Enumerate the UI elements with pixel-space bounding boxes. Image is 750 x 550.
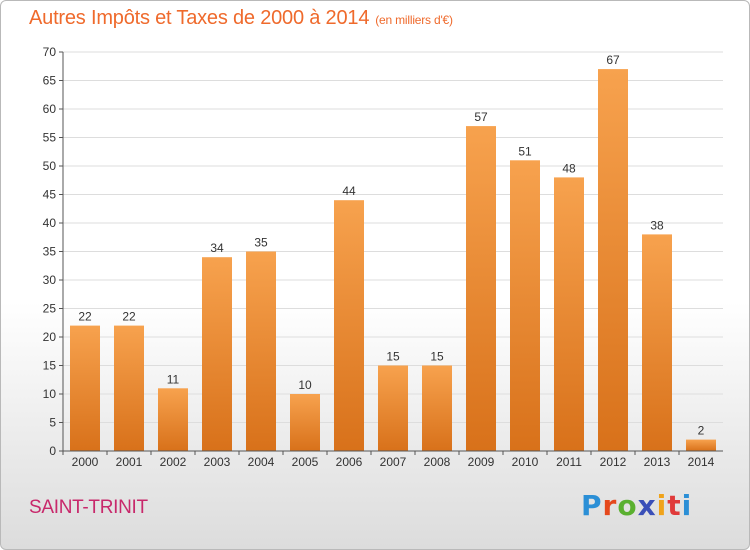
bar-2001 <box>114 325 144 451</box>
y-tick-label: 55 <box>43 131 57 145</box>
value-label-2009: 57 <box>474 110 488 124</box>
y-tick-label: 20 <box>43 330 57 344</box>
bar-2006 <box>334 200 364 451</box>
logo-letter: x <box>637 489 657 522</box>
value-label-2002: 11 <box>167 372 180 386</box>
bars-group: 22 22 11 34 35 10 44 15 15 57 51 48 67 38 2 <box>70 53 716 452</box>
bar-2003 <box>202 257 232 451</box>
x-tick-label-2008: 2008 <box>424 455 451 469</box>
x-tick-label-2000: 2000 <box>72 455 99 469</box>
bar-2000 <box>70 325 100 451</box>
value-label-2000: 22 <box>78 310 92 324</box>
bar-2013 <box>642 234 672 451</box>
y-tick-label: 60 <box>43 102 57 116</box>
y-axis: 0 5 10 15 20 25 30 35 40 45 50 55 60 65 70 <box>43 45 64 458</box>
y-tick-label: 10 <box>43 387 57 401</box>
x-tick-label-2003: 2003 <box>204 455 231 469</box>
y-tick-label: 15 <box>43 359 57 373</box>
logo-letter: o <box>617 489 638 522</box>
chart-title-text: Autres Impôts et Taxes de 2000 à 2014 <box>29 7 370 29</box>
x-tick-label-2013: 2013 <box>644 455 671 469</box>
y-tick-label: 30 <box>43 273 57 287</box>
value-label-2011: 48 <box>562 161 576 175</box>
x-tick-label-2005: 2005 <box>292 455 319 469</box>
bar-2007 <box>378 365 408 451</box>
value-label-2004: 35 <box>254 236 268 250</box>
x-tick-label-2011: 2011 <box>556 455 582 469</box>
x-tick-label-2001: 2001 <box>116 455 143 469</box>
y-tick-label: 25 <box>43 302 57 316</box>
bar-2011 <box>554 177 584 451</box>
value-label-2010: 51 <box>518 144 532 158</box>
proxiti-logo: Proxiti <box>581 489 692 522</box>
y-tick-label: 35 <box>43 245 57 259</box>
value-label-2013: 38 <box>650 218 664 232</box>
x-axis: 2000 2001 2002 2003 2004 2005 2006 2007 2008 2009… <box>62 450 723 469</box>
x-tick-label-2004: 2004 <box>248 455 275 469</box>
x-tick-label-2012: 2012 <box>600 455 627 469</box>
value-label-2003: 34 <box>210 241 224 255</box>
x-tick-label-2007: 2007 <box>380 455 407 469</box>
bar-2005 <box>290 394 320 451</box>
value-label-2008: 15 <box>430 350 444 364</box>
y-tick-label: 45 <box>43 188 57 202</box>
x-tick-label-2014: 2014 <box>688 455 715 469</box>
value-label-2012: 67 <box>606 53 620 67</box>
logo-letter: t <box>667 489 682 522</box>
value-label-2005: 10 <box>298 378 312 392</box>
y-tick-label: 5 <box>49 416 56 430</box>
x-tick-label-2006: 2006 <box>336 455 363 469</box>
value-label-2007: 15 <box>386 350 400 364</box>
bar-2012 <box>598 69 628 451</box>
x-tick-label-2009: 2009 <box>468 455 495 469</box>
bar-2004 <box>246 251 276 451</box>
y-tick-label: 40 <box>43 216 57 230</box>
bar-2010 <box>510 160 540 452</box>
x-tick-label-2010: 2010 <box>512 455 539 469</box>
x-tick-label-2002: 2002 <box>160 455 187 469</box>
bar-2008 <box>422 365 452 451</box>
y-tick-label: 0 <box>49 444 56 458</box>
logo-letter: i <box>656 489 668 522</box>
bar-2009 <box>466 126 496 451</box>
y-tick-label: 65 <box>43 74 57 88</box>
commune-name: SAINT-TRINIT <box>29 497 148 518</box>
y-tick-label: 50 <box>43 159 57 173</box>
logo-letter: i <box>681 489 693 522</box>
logo-letter: P <box>581 489 603 522</box>
value-label-2001: 22 <box>122 310 136 324</box>
bar-2014 <box>686 439 716 451</box>
chart-title-unit: (en milliers d'€) <box>375 13 453 27</box>
y-tick-label: 70 <box>43 45 57 59</box>
bar-2002 <box>158 388 188 451</box>
chart-title: Autres Impôts et Taxes de 2000 à 2014 (en… <box>29 7 453 30</box>
value-label-2006: 44 <box>342 184 356 198</box>
value-label-2014: 2 <box>698 424 705 438</box>
logo-letter: r <box>602 489 618 522</box>
